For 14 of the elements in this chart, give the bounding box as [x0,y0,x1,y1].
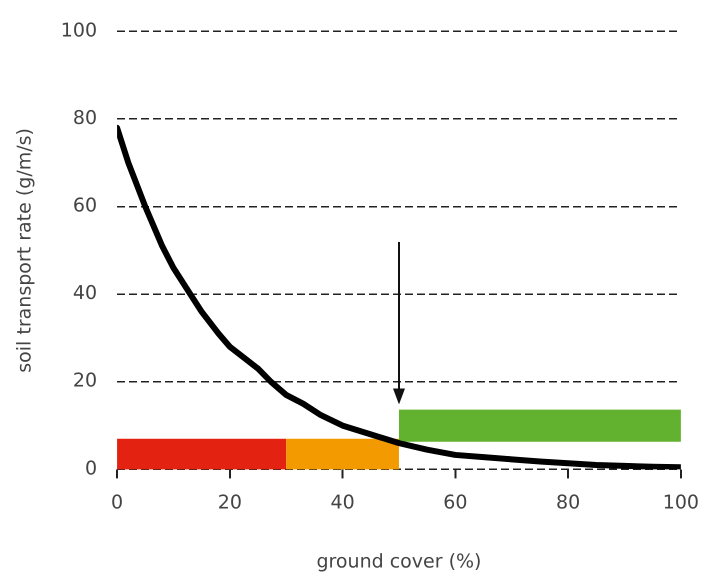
y-tick-label: 20 [72,370,98,392]
y-tick-label: 100 [60,19,98,42]
x-tick-label: 40 [330,492,355,514]
x-tick-label: 20 [218,492,242,514]
y-tick-label: 0 [84,457,98,480]
x-tick-label: 60 [443,492,468,514]
y-tick-label: 60 [72,194,98,217]
y-tick-label: 40 [72,282,98,304]
y-tick-label: 80 [72,106,98,129]
x-tick-label: 0 [111,492,124,514]
x-tick-label: 100 [662,492,699,514]
y-axis-title: soil transport rate (g/m/s) [13,128,36,373]
x-tick-label: 80 [556,492,580,514]
x-axis-title: ground cover (%) [316,550,482,573]
